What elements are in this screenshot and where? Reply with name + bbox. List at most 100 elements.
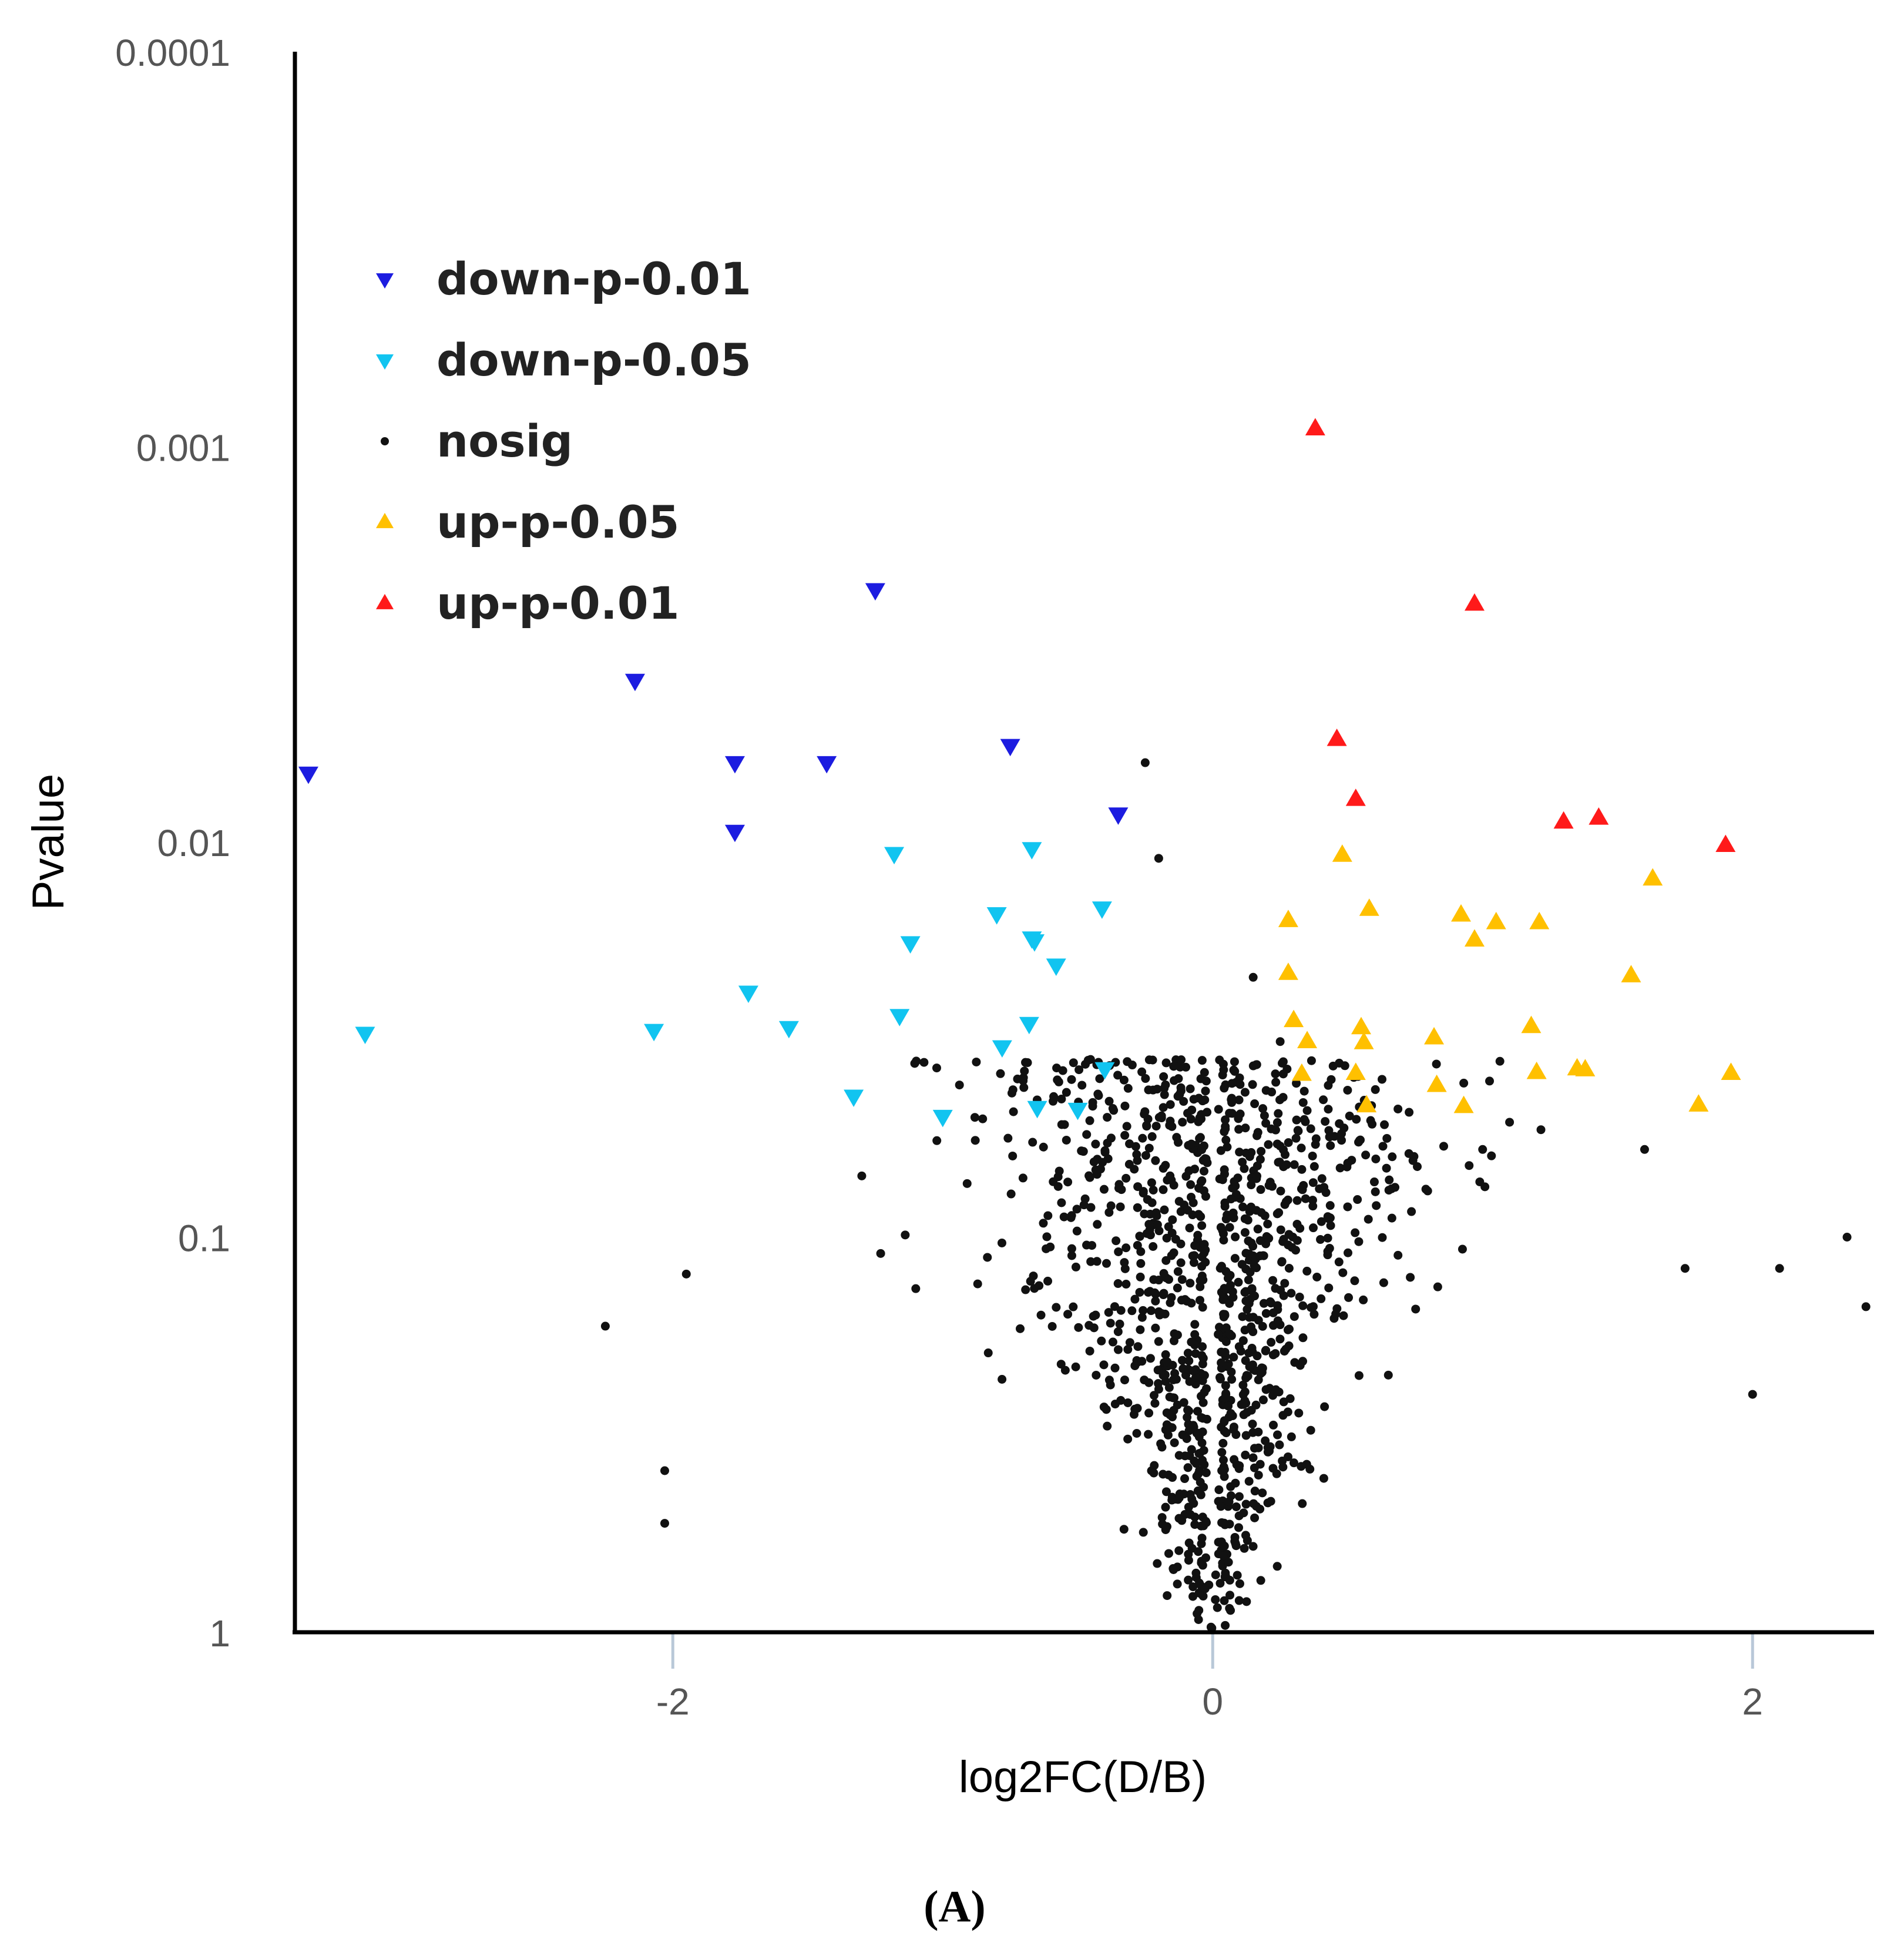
point-nosig	[911, 1284, 921, 1293]
point-nosig	[1176, 1207, 1186, 1216]
point-nosig	[1252, 1161, 1262, 1170]
point-nosig	[1240, 1387, 1250, 1397]
point-nosig	[1228, 1208, 1238, 1217]
point-nosig	[1136, 1272, 1145, 1281]
legend-label-down05: down-p-0.05	[436, 334, 751, 386]
point-nosig	[1067, 1251, 1076, 1260]
point-up-p-0.05	[1450, 904, 1471, 922]
point-nosig	[1095, 1074, 1104, 1083]
point-nosig	[1258, 1395, 1268, 1405]
point-nosig	[1201, 1192, 1210, 1201]
point-nosig	[1258, 1251, 1268, 1260]
point-nosig	[1245, 1267, 1255, 1277]
point-nosig	[1343, 1202, 1352, 1212]
point-down-p-0.01	[1108, 807, 1129, 825]
point-nosig	[1274, 1208, 1284, 1217]
point-nosig	[1062, 1135, 1071, 1145]
point-nosig	[1251, 1060, 1261, 1069]
point-nosig	[1149, 1242, 1158, 1252]
point-nosig	[1121, 1173, 1131, 1183]
legend-label-up05: up-p-0.05	[436, 496, 680, 548]
point-nosig	[1111, 1236, 1121, 1246]
point-nosig	[1292, 1236, 1302, 1245]
point-nosig	[1278, 1057, 1288, 1066]
point-nosig	[1324, 1105, 1333, 1114]
point-nosig	[1411, 1304, 1421, 1314]
x-tick-marks	[671, 1632, 1754, 1669]
point-nosig	[1086, 1257, 1096, 1266]
point-nosig	[1123, 1434, 1133, 1444]
point-nosig	[1254, 1471, 1263, 1480]
point-nosig	[1062, 1088, 1071, 1097]
point-nosig	[1150, 1398, 1160, 1408]
point-down-p-0.05	[355, 1026, 375, 1045]
point-nosig	[1231, 1539, 1240, 1548]
point-nosig	[1229, 1353, 1238, 1362]
point-nosig	[1197, 1110, 1206, 1119]
point-nosig	[1361, 1150, 1371, 1160]
point-nosig	[1344, 1248, 1353, 1257]
point-nosig	[1183, 1413, 1192, 1422]
point-nosig	[1250, 1463, 1259, 1472]
y-tick-label: 0.0001	[115, 32, 230, 74]
point-nosig	[1221, 1337, 1231, 1346]
point-nosig	[1238, 1400, 1248, 1409]
point-nosig	[1226, 1606, 1235, 1615]
point-nosig	[1640, 1145, 1649, 1154]
point-nosig	[1088, 1102, 1097, 1111]
point-nosig	[1290, 1160, 1299, 1169]
point-nosig	[1220, 1394, 1230, 1403]
point-nosig	[1008, 1085, 1018, 1095]
point-nosig	[1094, 1091, 1103, 1101]
point-nosig	[1248, 1313, 1258, 1322]
point-nosig	[1294, 1408, 1304, 1418]
point-nosig	[1091, 1165, 1100, 1175]
point-nosig	[1325, 1132, 1334, 1142]
point-nosig	[1170, 1438, 1179, 1447]
point-nosig	[1146, 1354, 1155, 1363]
point-nosig	[1312, 1272, 1322, 1281]
point-nosig	[1198, 1303, 1207, 1312]
point-nosig	[1324, 1081, 1333, 1090]
point-nosig	[1151, 1122, 1161, 1131]
point-nosig	[1299, 1086, 1309, 1096]
point-nosig	[1133, 1342, 1143, 1351]
point-up-p-0.05	[1688, 1094, 1709, 1112]
point-nosig	[1167, 1495, 1177, 1505]
point-nosig	[1224, 1558, 1233, 1567]
point-down-p-0.05	[992, 1040, 1012, 1058]
point-nosig	[1385, 1175, 1394, 1185]
point-nosig	[1258, 1488, 1267, 1498]
point-nosig	[1201, 1154, 1211, 1163]
point-nosig	[1161, 1487, 1171, 1497]
point-nosig	[1225, 1575, 1234, 1585]
point-nosig	[1248, 1542, 1258, 1551]
point-nosig	[1302, 1460, 1311, 1469]
point-nosig	[1243, 1536, 1252, 1545]
point-nosig	[1311, 1134, 1321, 1143]
point-nosig	[1183, 1463, 1193, 1472]
point-nosig	[983, 1348, 993, 1358]
point-nosig	[1379, 1278, 1388, 1287]
point-nosig	[1144, 1220, 1154, 1229]
point-nosig	[1116, 1306, 1126, 1315]
point-nosig	[1102, 1259, 1111, 1268]
point-nosig	[1199, 1521, 1208, 1531]
point-nosig	[1086, 1203, 1096, 1212]
point-up-p-0.05	[1278, 962, 1298, 980]
point-nosig	[1225, 1280, 1235, 1290]
point-nosig	[1201, 1468, 1211, 1478]
point-nosig	[1256, 1576, 1265, 1585]
point-nosig	[1157, 1513, 1167, 1522]
point-nosig	[1023, 1058, 1032, 1068]
y-tick-label: 0.1	[178, 1217, 230, 1260]
point-nosig	[1302, 1106, 1312, 1115]
point-nosig	[1242, 1597, 1251, 1606]
point-nosig	[1278, 1093, 1288, 1102]
point-nosig	[1243, 1216, 1252, 1225]
point-nosig	[997, 1238, 1006, 1247]
point-nosig	[1308, 1178, 1318, 1187]
point-nosig	[1190, 1457, 1199, 1466]
point-nosig	[1264, 1140, 1273, 1149]
point-nosig	[1263, 1219, 1272, 1229]
